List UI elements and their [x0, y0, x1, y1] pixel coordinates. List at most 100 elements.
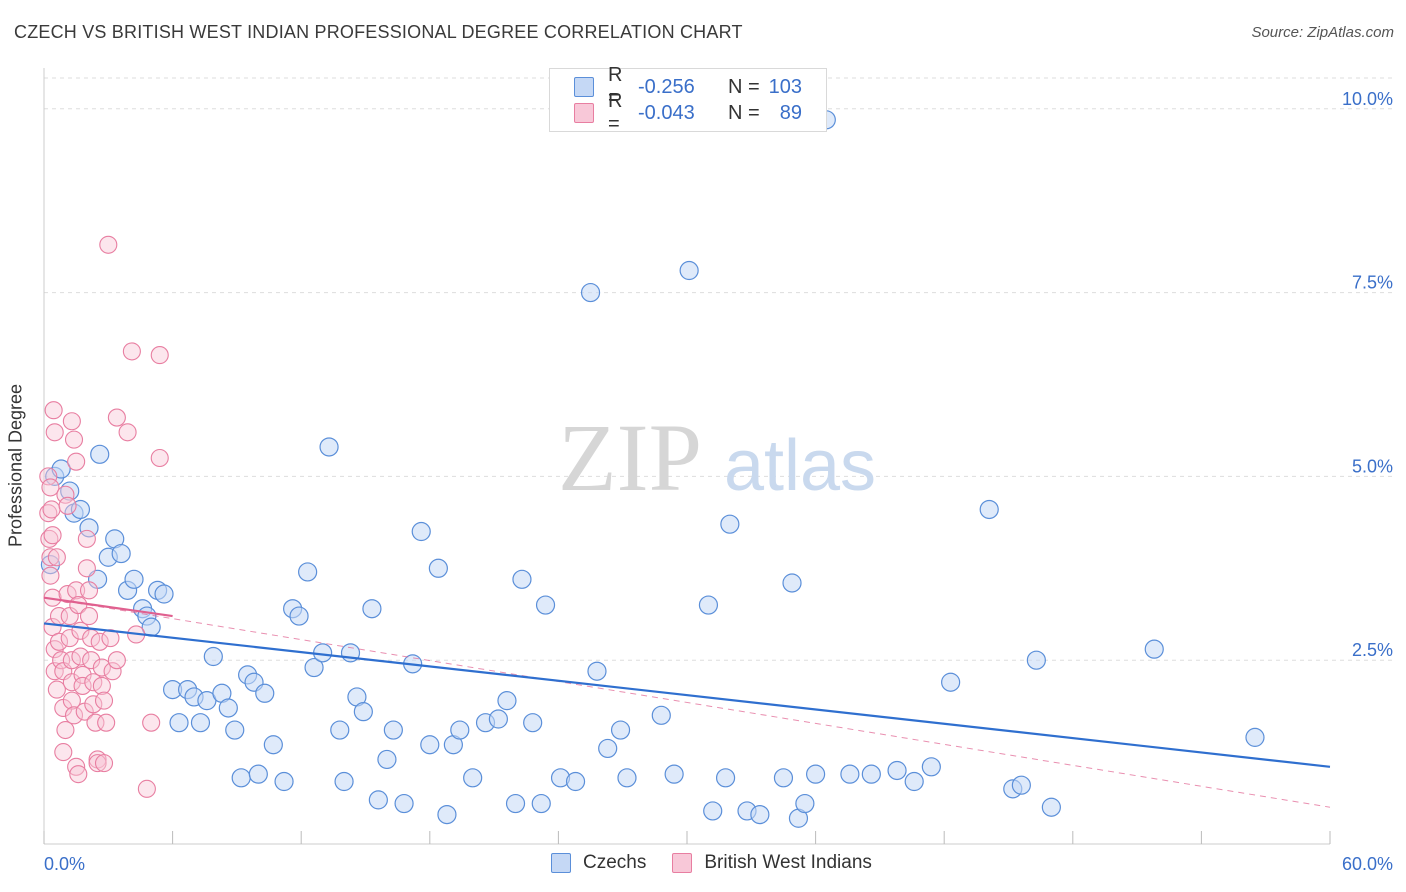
- bwi-point: [64, 430, 84, 449]
- bwi-point: [82, 651, 101, 670]
- tick-labels: 2.5% 5.0% 7.5% 10.0% 0.0% 60.0%: [44, 89, 1393, 874]
- czech-point: [368, 790, 388, 810]
- bwi-trend-line: [43, 596, 173, 618]
- bwi-point: [56, 485, 75, 504]
- czech-point: [598, 738, 618, 759]
- bwi-point: [52, 651, 71, 670]
- legend-item-czechs[interactable]: Czechs: [551, 852, 646, 874]
- bwi-point: [62, 691, 81, 710]
- watermark-zip: ZIP: [558, 404, 702, 511]
- czech-point: [289, 606, 309, 626]
- czech-point: [203, 646, 223, 667]
- czech-point: [651, 705, 671, 725]
- bwi-point: [47, 548, 66, 567]
- bwi-point: [84, 695, 103, 714]
- czech-point: [218, 698, 238, 718]
- bwi-point: [77, 559, 96, 578]
- czech-point: [664, 764, 684, 784]
- bwi-point: [69, 595, 88, 615]
- czech-point: [531, 793, 551, 814]
- legend-n-label: N =: [728, 75, 760, 98]
- legend-n-label: N =: [728, 101, 760, 124]
- legend-label-bwi: British West Indians: [704, 852, 872, 873]
- czech-point: [169, 713, 189, 733]
- bwi-trend-dashed: [43, 597, 1331, 808]
- czech-point: [587, 661, 607, 681]
- bwi-point: [64, 706, 84, 725]
- bwi-point: [41, 548, 60, 567]
- trend-lines: [43, 596, 1331, 808]
- czech-point: [617, 768, 637, 788]
- czech-point: [420, 735, 440, 755]
- czech-point: [782, 573, 802, 593]
- czech-point: [720, 514, 740, 534]
- bwi-swatch: [672, 853, 693, 873]
- czech-point: [463, 768, 483, 788]
- czech-point: [428, 558, 448, 578]
- bwi-point: [94, 691, 114, 710]
- y-tick-label: 7.5%: [1352, 273, 1393, 293]
- bwi-point: [92, 676, 111, 695]
- czech-point: [904, 771, 924, 792]
- bwi-point: [41, 566, 60, 585]
- axes: [43, 68, 1331, 845]
- bwi-point: [45, 423, 64, 442]
- czech-point: [40, 555, 61, 575]
- czech-point: [773, 768, 794, 788]
- bwi-point: [79, 607, 99, 626]
- czech-swatch: [574, 77, 594, 97]
- czech-point: [698, 595, 719, 615]
- czech-swatch: [551, 853, 571, 873]
- czech-point: [362, 599, 382, 619]
- czech-point: [90, 444, 110, 464]
- bwi-point: [137, 779, 156, 798]
- czech-point: [679, 260, 699, 281]
- czech-point: [394, 793, 414, 814]
- czech-point: [377, 749, 397, 770]
- czech-point: [231, 768, 251, 788]
- bwi-point: [39, 467, 58, 486]
- czech-point: [1041, 797, 1061, 817]
- czech-point: [523, 713, 543, 733]
- watermark-atlas: atlas: [724, 426, 876, 506]
- bwi-point: [88, 754, 107, 773]
- czech-point: [941, 672, 961, 692]
- czech-point: [703, 801, 723, 821]
- x-tick-label-min: 0.0%: [44, 854, 85, 874]
- bwi-point: [43, 526, 62, 545]
- czech-point: [334, 771, 354, 792]
- czech-point: [512, 569, 532, 589]
- bwi-point: [86, 713, 105, 732]
- y-tick-label: 2.5%: [1352, 640, 1393, 660]
- bwi-point: [56, 720, 75, 740]
- legend-n-value: 89: [779, 101, 802, 124]
- czech-point: [190, 713, 211, 733]
- legend-item-bwi[interactable]: British West Indians: [672, 852, 872, 874]
- source-credit: Source: ZipAtlas.com: [1251, 24, 1394, 41]
- czech-point: [565, 771, 586, 792]
- bwi-point: [94, 754, 114, 773]
- chart-title: CZECH VS BRITISH WEST INDIAN PROFESSIONA…: [14, 22, 743, 42]
- x-tick-label-max: 60.0%: [1342, 854, 1393, 874]
- bwi-point: [97, 713, 116, 732]
- bwi-point: [79, 581, 99, 600]
- bwi-point: [58, 496, 77, 515]
- bwi-points: [39, 235, 169, 798]
- bwi-point: [67, 452, 86, 471]
- bwi-point: [150, 346, 169, 365]
- czech-point: [795, 793, 815, 814]
- czech-point: [535, 595, 556, 615]
- legend-label-czechs: Czechs: [583, 852, 647, 873]
- czech-point: [79, 518, 99, 538]
- bwi-point: [122, 342, 141, 361]
- bwi-point: [67, 581, 86, 600]
- czech-point: [840, 764, 860, 784]
- czech-point: [353, 702, 373, 722]
- bwi-point: [54, 743, 73, 762]
- bwi-point: [44, 401, 63, 420]
- czech-trend-line: [43, 622, 1331, 768]
- czech-point: [505, 793, 526, 814]
- legend-r-label: R =: [608, 64, 623, 109]
- czech-point: [1144, 639, 1164, 659]
